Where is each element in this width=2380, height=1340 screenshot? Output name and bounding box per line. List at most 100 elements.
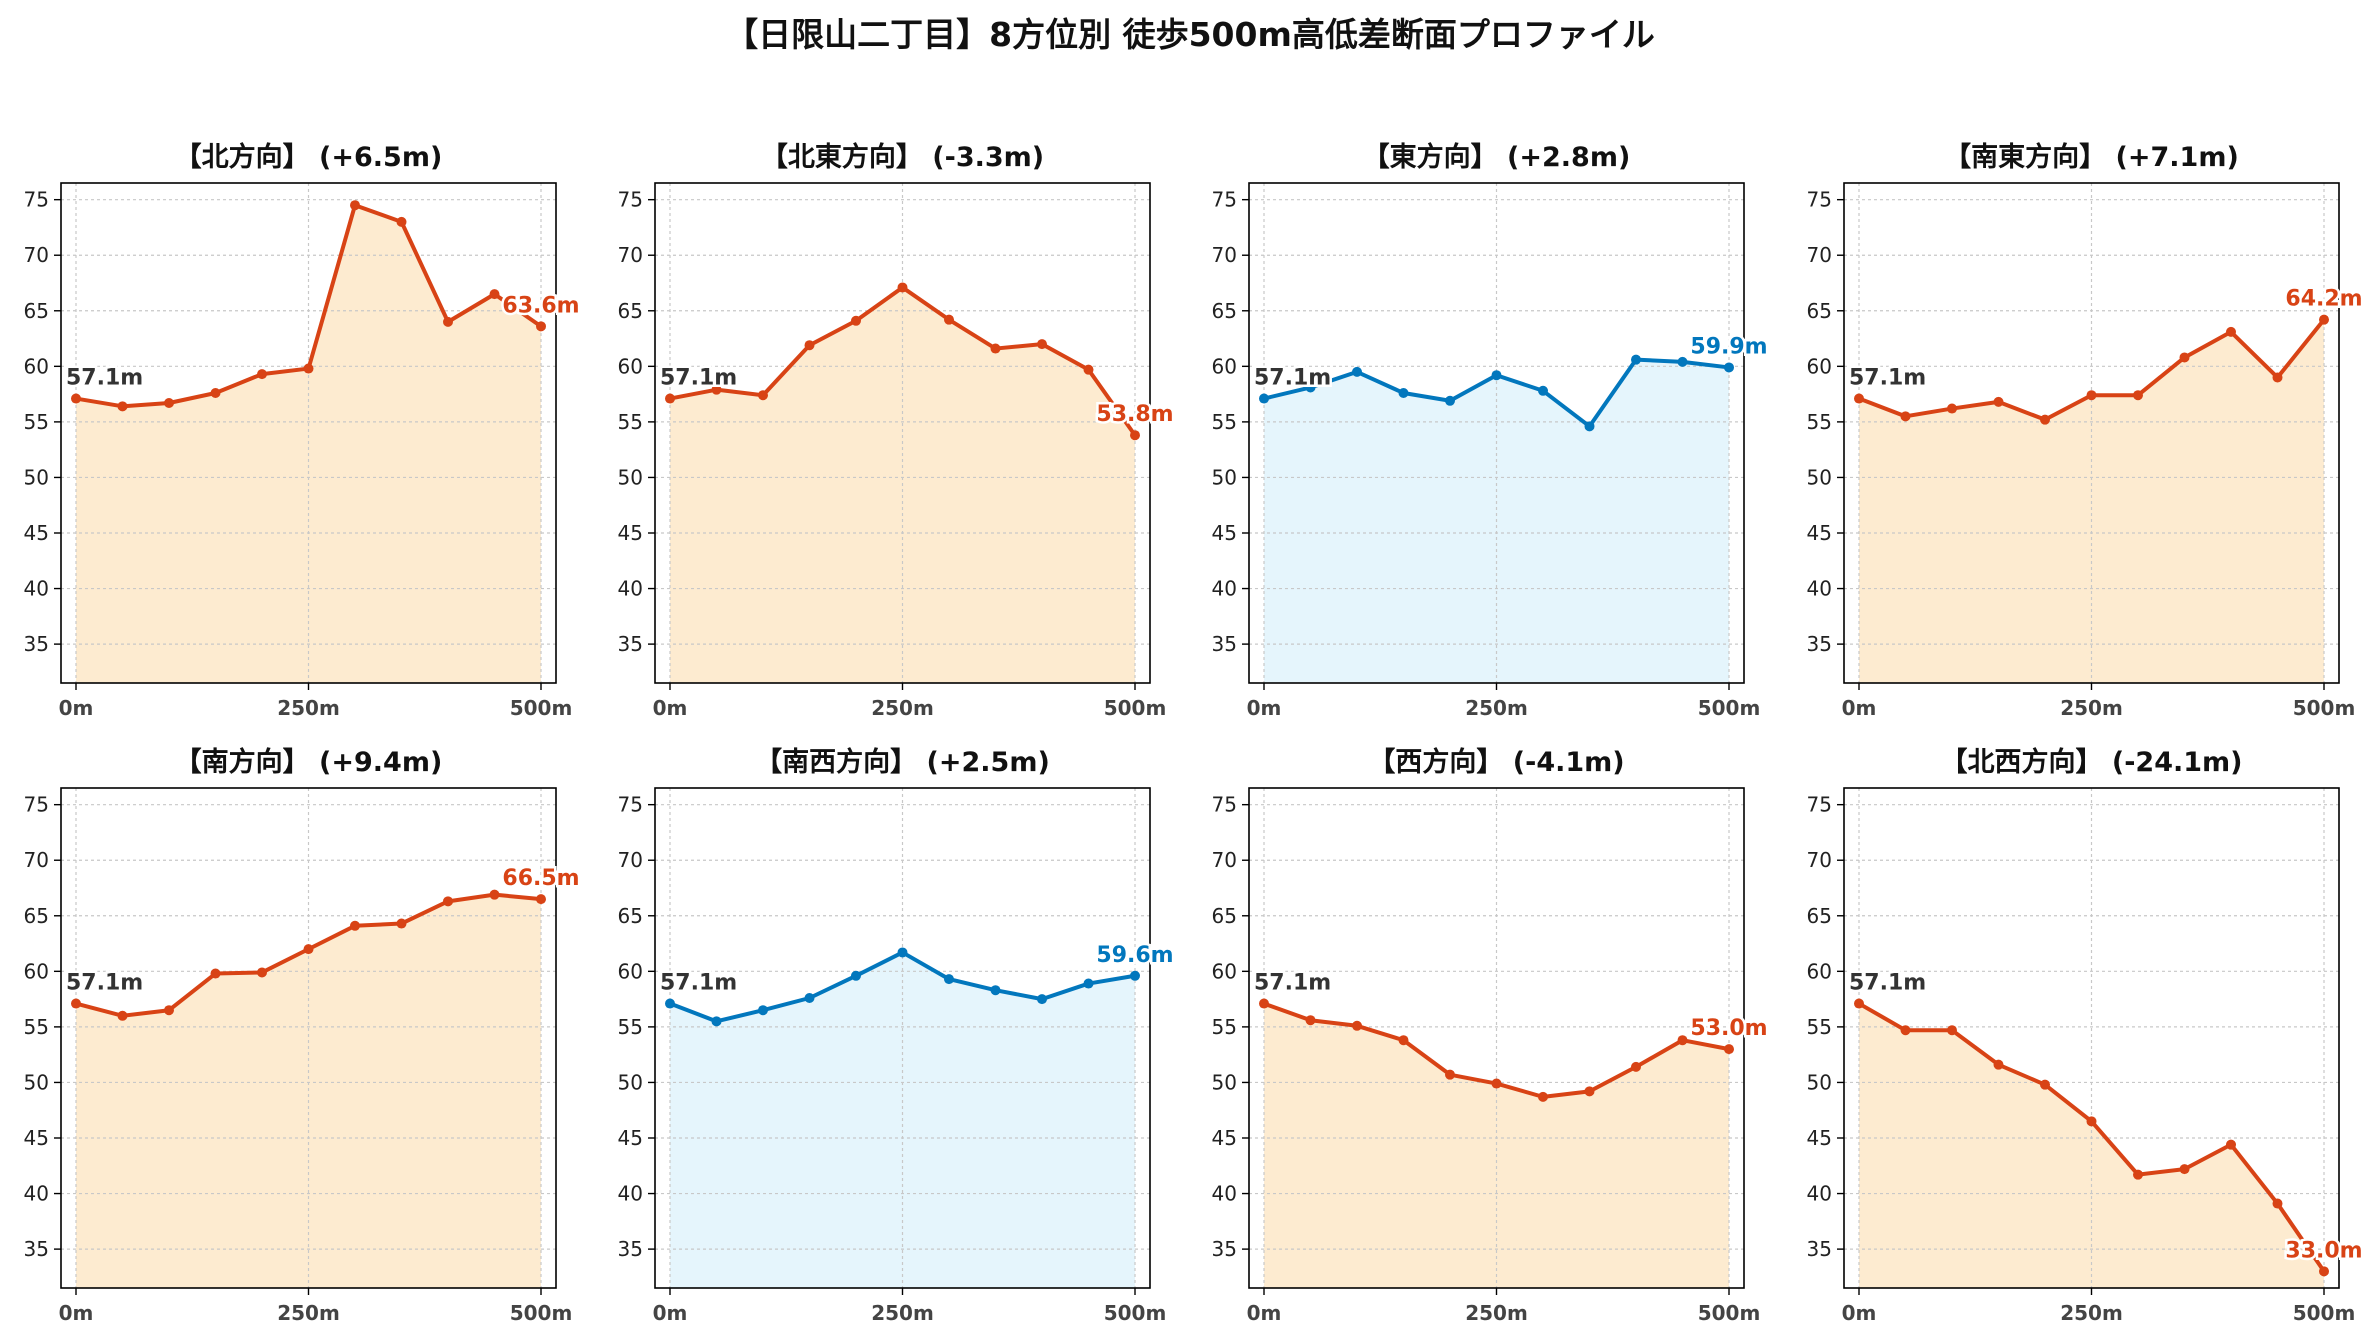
y-tick-label: 35 (24, 1237, 49, 1261)
x-tick-label: 500m (1698, 696, 1761, 720)
data-point (758, 390, 768, 401)
data-point (489, 289, 500, 300)
y-tick-label: 60 (1212, 354, 1237, 378)
y-tick-label: 65 (618, 299, 643, 323)
data-point (1854, 393, 1864, 404)
data-point (257, 369, 267, 380)
subplot-title: 【東方向】 (+2.8m) (1363, 141, 1631, 173)
subplot-7: 35 40 45 50 55 60 65 70 75 0m 250m 500m 【北西方向】 (-24.… (1807, 746, 2366, 1325)
data-point (1130, 970, 1140, 981)
data-point (2226, 326, 2236, 337)
start-elevation-label: 57.1m (1849, 971, 1926, 996)
data-point (944, 974, 954, 985)
y-tick-label: 45 (618, 1126, 643, 1150)
data-point (2272, 372, 2283, 383)
y-tick-label: 40 (1212, 577, 1237, 601)
start-elevation-label: 57.1m (1254, 366, 1331, 391)
data-point (1993, 396, 2004, 407)
subplot-title: 【西方向】 (-4.1m) (1368, 746, 1624, 778)
end-elevation-label: 59.6m (1096, 943, 1173, 968)
x-tick-label: 0m (59, 1301, 94, 1325)
y-tick-label: 75 (1212, 188, 1237, 212)
data-point (1538, 1091, 1548, 1102)
y-tick-label: 45 (1807, 521, 1832, 545)
end-elevation-label: 63.6m (502, 293, 579, 318)
data-point (665, 998, 675, 1009)
data-point (897, 947, 908, 958)
y-tick-label: 70 (1212, 243, 1237, 267)
x-tick-label: 250m (2060, 696, 2123, 720)
data-point (1947, 403, 1957, 414)
y-tick-label: 60 (24, 959, 49, 983)
data-point (117, 401, 128, 412)
data-point (1993, 1059, 2004, 1070)
data-point (1538, 385, 1548, 396)
x-tick-label: 250m (1465, 696, 1528, 720)
data-point (1259, 998, 1269, 1009)
y-tick-label: 60 (24, 354, 49, 378)
data-point (2179, 1164, 2190, 1175)
data-point (210, 968, 221, 979)
data-point (164, 1005, 174, 1016)
y-tick-label: 40 (1807, 577, 1832, 601)
data-point (396, 918, 407, 929)
data-point (1083, 364, 1094, 375)
y-tick-label: 70 (1807, 243, 1832, 267)
y-tick-label: 70 (618, 848, 643, 872)
elevation-area (76, 205, 541, 683)
x-tick-label: 0m (1842, 1301, 1877, 1325)
x-tick-label: 0m (1842, 696, 1877, 720)
y-tick-label: 55 (24, 410, 49, 434)
data-point (944, 314, 954, 325)
data-point (1083, 978, 1094, 989)
y-tick-label: 50 (24, 1070, 49, 1094)
y-tick-label: 45 (1807, 1126, 1832, 1150)
data-point (1724, 362, 1734, 373)
y-tick-label: 60 (1807, 959, 1832, 983)
y-tick-label: 55 (24, 1015, 49, 1039)
data-point (990, 985, 1001, 996)
y-tick-label: 40 (24, 577, 49, 601)
y-tick-label: 55 (618, 410, 643, 434)
data-point (1398, 1035, 1409, 1046)
data-point (1677, 1035, 1688, 1046)
data-point (851, 970, 861, 981)
data-point (2133, 1169, 2143, 1180)
data-point (71, 393, 81, 404)
x-tick-label: 250m (871, 696, 934, 720)
y-tick-label: 70 (1807, 848, 1832, 872)
data-point (2040, 1079, 2050, 1090)
data-point (443, 316, 453, 327)
data-point (851, 315, 861, 326)
x-tick-label: 250m (277, 1301, 340, 1325)
subplot-4: 35 40 45 50 55 60 65 70 75 0m 250m 500m 【南方向】 (+9.4m… (24, 746, 583, 1325)
y-tick-label: 55 (1212, 410, 1237, 434)
elevation-area (1264, 1003, 1729, 1288)
y-tick-label: 55 (1807, 410, 1832, 434)
start-elevation-label: 57.1m (66, 971, 143, 996)
y-tick-label: 70 (1212, 848, 1237, 872)
y-tick-label: 50 (1807, 465, 1832, 489)
data-point (1584, 1086, 1595, 1097)
data-point (665, 393, 675, 404)
data-point (897, 282, 908, 293)
data-point (1900, 1025, 1911, 1036)
data-point (350, 200, 360, 211)
subplot-2: 35 40 45 50 55 60 65 70 75 0m 250m 500m 【東方向】 (+2.8m… (1212, 141, 1771, 720)
data-point (1491, 1078, 1502, 1089)
y-tick-label: 35 (1807, 632, 1832, 656)
y-tick-label: 55 (1212, 1015, 1237, 1039)
y-tick-label: 60 (1807, 354, 1832, 378)
y-tick-label: 45 (1212, 521, 1237, 545)
data-point (990, 343, 1001, 354)
data-point (1491, 370, 1502, 381)
x-tick-label: 0m (59, 696, 94, 720)
data-point (350, 920, 360, 931)
x-tick-label: 500m (510, 1301, 573, 1325)
figure-title: 【日限山二丁目】8方位別 徒歩500m高低差断面プロファイル (725, 15, 1655, 54)
start-elevation-label: 57.1m (1849, 366, 1926, 391)
data-point (2040, 414, 2050, 425)
subplot-title: 【北東方向】 (-3.3m) (761, 141, 1044, 173)
x-tick-label: 500m (1104, 696, 1167, 720)
data-point (489, 889, 500, 900)
